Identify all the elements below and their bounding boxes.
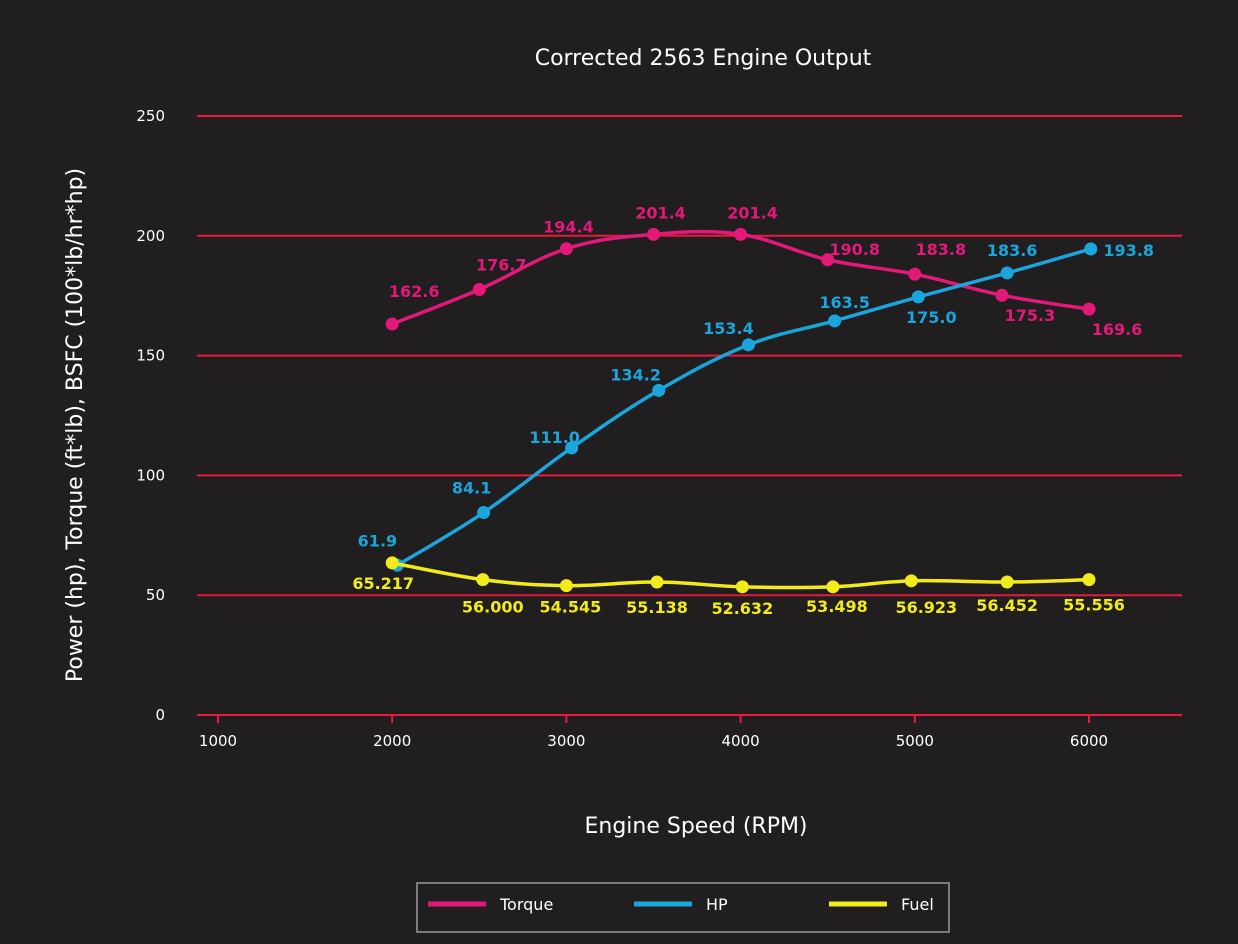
hp-point-5020 bbox=[911, 290, 925, 304]
torque-data-label-5000: 183.8 bbox=[915, 240, 966, 259]
torque-point-3500 bbox=[647, 227, 660, 241]
grid-lines bbox=[197, 115, 1182, 716]
hp-point-4540 bbox=[828, 314, 842, 328]
x-tick-label-5000: 5000 bbox=[896, 732, 934, 750]
hp-series-line bbox=[395, 247, 1093, 567]
torque-point-4000 bbox=[734, 227, 748, 241]
series-lines bbox=[385, 227, 1098, 594]
fuel-point-2520 bbox=[476, 573, 490, 587]
fuel-point-5530 bbox=[1000, 575, 1014, 589]
fuel-data-label-4980: 56.923 bbox=[895, 598, 957, 617]
hp-point-3530 bbox=[652, 383, 666, 397]
torque-point-3000 bbox=[559, 242, 573, 256]
fuel-data-label-3000: 54.545 bbox=[540, 598, 602, 617]
fuel-data-label-4010: 52.632 bbox=[711, 599, 773, 618]
chart-title: Corrected 2563 Engine Output bbox=[535, 46, 872, 71]
hp-data-label-4540: 163.5 bbox=[819, 293, 870, 312]
x-tick-label-2000: 2000 bbox=[373, 732, 411, 750]
torque-point-4500 bbox=[821, 253, 835, 267]
torque-point-2000 bbox=[385, 317, 399, 331]
y-tick-label-100: 100 bbox=[136, 466, 165, 484]
torque-point-5500 bbox=[995, 288, 1009, 302]
fuel-data-label-2520: 56.000 bbox=[462, 598, 524, 617]
hp-point-4045 bbox=[741, 338, 755, 352]
data-labels: 162.6 176.7 194.4 201.4 201.4 190.8 183.8 175.3… bbox=[352, 203, 1154, 617]
fuel-data-label-5530: 56.452 bbox=[976, 596, 1038, 615]
legend-label-torque: Torque bbox=[499, 895, 553, 914]
torque-point-5000 bbox=[908, 267, 922, 281]
legend: Torque HP Fuel bbox=[416, 882, 950, 933]
torque-point-2500 bbox=[472, 282, 486, 296]
x-tick-label-4000: 4000 bbox=[722, 732, 760, 750]
y-tick-label-250: 250 bbox=[136, 107, 165, 125]
x-tick-label-6000: 6000 bbox=[1070, 732, 1108, 750]
y-tick-label-150: 150 bbox=[136, 347, 165, 365]
legend-box bbox=[416, 882, 950, 933]
hp-data-label-3530: 134.2 bbox=[610, 365, 661, 384]
y-tick-label-200: 200 bbox=[136, 227, 165, 245]
torque-data-label-4000: 201.4 bbox=[727, 203, 778, 222]
hp-point-2525 bbox=[477, 506, 491, 520]
fuel-point-3520 bbox=[650, 575, 664, 589]
hp-data-label-4045: 153.4 bbox=[703, 319, 754, 338]
hp-data-label-2030: 61.9 bbox=[358, 531, 397, 550]
y-tick-label-0: 0 bbox=[155, 706, 165, 724]
x-axis-label: Engine Speed (RPM) bbox=[584, 814, 807, 839]
torque-data-label-2000: 162.6 bbox=[389, 282, 440, 301]
hp-point-5530 bbox=[1000, 266, 1014, 280]
torque-data-label-4500: 190.8 bbox=[829, 240, 880, 259]
torque-data-label-5500: 175.3 bbox=[1005, 306, 1056, 325]
y-axis-label: Power (hp), Torque (ft*lb), BSFC (100*lb… bbox=[63, 168, 88, 682]
torque-data-label-2500: 176.7 bbox=[476, 255, 527, 274]
x-tick-label-1000: 1000 bbox=[199, 732, 237, 750]
torque-data-label-6000: 169.6 bbox=[1092, 320, 1143, 339]
hp-data-label-3030: 111.0 bbox=[529, 428, 580, 447]
x-tick-label-3000: 3000 bbox=[547, 732, 585, 750]
fuel-data-label-6000: 55.556 bbox=[1063, 596, 1125, 615]
fuel-point-6000 bbox=[1082, 573, 1096, 587]
hp-point-6010 bbox=[1084, 242, 1098, 256]
hp-data-label-5020: 175.0 bbox=[906, 308, 957, 327]
hp-point-3030 bbox=[565, 441, 579, 455]
axis-ticks: 0 50 100 150 200 250 1000 2000 3000 4000 5000 6000 bbox=[136, 107, 1108, 750]
fuel-data-label-3520: 55.138 bbox=[626, 598, 688, 617]
fuel-point-4010 bbox=[735, 580, 749, 594]
fuel-data-label-2000: 65.217 bbox=[352, 574, 414, 593]
fuel-data-label-4530: 53.498 bbox=[806, 597, 868, 616]
torque-data-label-3000: 194.4 bbox=[543, 218, 594, 237]
torque-point-6000 bbox=[1082, 302, 1096, 316]
fuel-point-3000 bbox=[559, 579, 573, 593]
legend-label-fuel: Fuel bbox=[901, 895, 934, 914]
fuel-point-4980 bbox=[904, 574, 918, 588]
torque-data-label-3500: 201.4 bbox=[635, 203, 686, 222]
y-tick-label-50: 50 bbox=[146, 586, 165, 604]
fuel-point-2000 bbox=[385, 556, 399, 570]
hp-data-label-2525: 84.1 bbox=[452, 479, 491, 498]
legend-label-hp: HP bbox=[706, 895, 728, 914]
hp-data-label-6010: 193.8 bbox=[1103, 241, 1154, 260]
fuel-point-4530 bbox=[826, 580, 840, 594]
hp-data-label-5530: 183.6 bbox=[987, 241, 1038, 260]
